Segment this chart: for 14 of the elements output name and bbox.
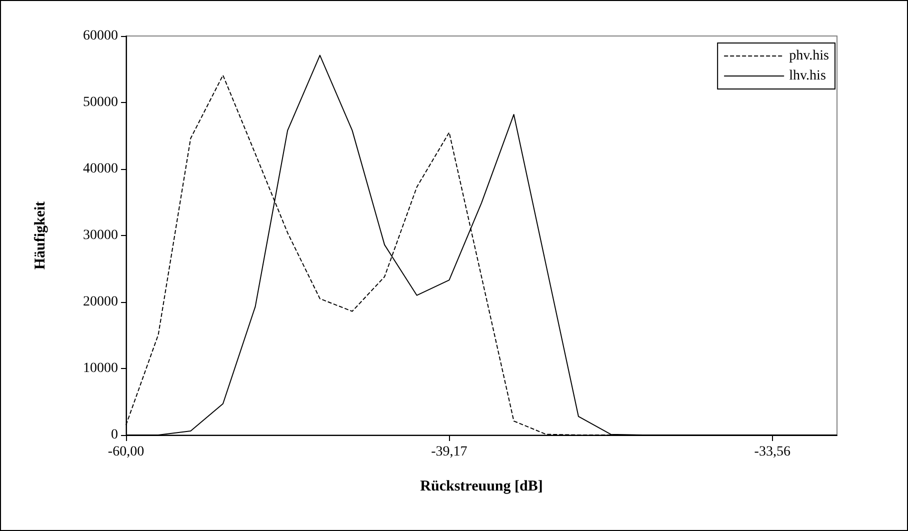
x-tick-label: -60,00 bbox=[108, 444, 144, 460]
y-tick-label: 50000 bbox=[83, 95, 118, 110]
legend-label: phv.his bbox=[789, 48, 830, 64]
y-tick-label: 40000 bbox=[83, 162, 118, 176]
y-tick-label: 20000 bbox=[83, 294, 118, 310]
y-tick-label: 0 bbox=[111, 428, 118, 442]
x-tick-label: -33,56 bbox=[754, 444, 790, 460]
y-axis-title: Häufigkeit bbox=[32, 201, 48, 270]
y-tick-label: 10000 bbox=[83, 361, 118, 376]
x-axis-title: Rückstreuung [dB] bbox=[420, 478, 543, 494]
legend-label: lhv.his bbox=[789, 68, 826, 84]
y-tick-label: 60000 bbox=[83, 28, 118, 44]
y-tick-label: 30000 bbox=[83, 228, 118, 243]
x-tick-label: -39,17 bbox=[431, 444, 468, 460]
